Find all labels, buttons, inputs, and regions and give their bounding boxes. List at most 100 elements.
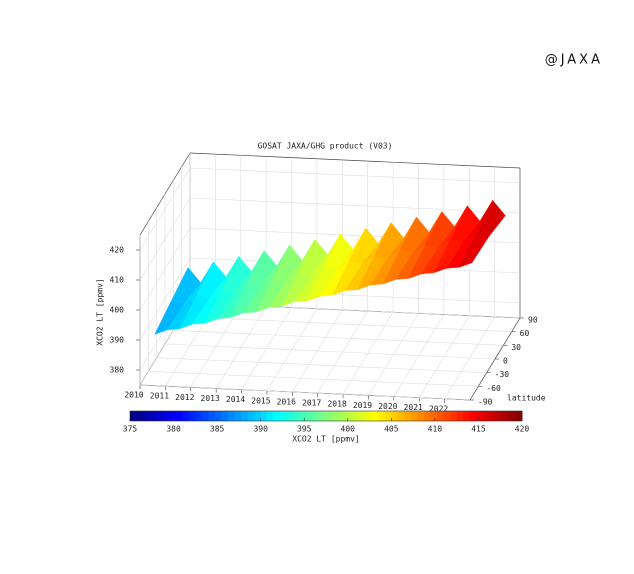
- z-tick-label: 410: [110, 276, 125, 285]
- colorbar-tick-label: 375: [123, 425, 138, 434]
- colorbar-tick-label: 415: [471, 425, 486, 434]
- colorbar-swatch: [149, 411, 157, 421]
- colorbar-swatch: [417, 411, 425, 421]
- colorbar-swatch: [384, 411, 392, 421]
- x-tick-label: 2013: [201, 394, 220, 403]
- colorbar-swatch: [430, 411, 438, 421]
- colorbar-swatch: [371, 411, 379, 421]
- x-tick-label: 2020: [378, 402, 397, 411]
- colorbar-swatch: [339, 411, 347, 421]
- z-tick-label: 390: [110, 336, 125, 345]
- colorbar-swatch: [182, 411, 190, 421]
- colorbar-frame: [129, 410, 523, 422]
- surface-patch: [458, 233, 489, 268]
- colorbar-tick-label: 420: [515, 425, 530, 434]
- colorbar-swatch: [358, 411, 366, 421]
- watermark: @JAXA: [545, 53, 603, 68]
- grid-line: [189, 167, 521, 184]
- x-tick-label: 2014: [226, 395, 245, 404]
- colorbar-swatch: [326, 411, 334, 421]
- colorbar-swatch: [476, 411, 484, 421]
- y-tick-label: -60: [486, 384, 501, 393]
- x-tick-label: 2018: [327, 400, 346, 409]
- colorbar-swatch: [332, 411, 340, 421]
- colorbar-swatch: [397, 411, 405, 421]
- grid-line: [139, 167, 191, 251]
- colorbar-swatch: [208, 411, 216, 421]
- z-axis-label: XCO2 LT [ppmv]: [96, 278, 105, 345]
- x-tick-label: 2021: [404, 403, 423, 412]
- colorbar-tick-label: 390: [253, 425, 268, 434]
- y-tick-label: 30: [511, 343, 521, 352]
- colorbar-swatch: [515, 411, 523, 421]
- colorbar-swatch: [267, 411, 275, 421]
- colorbar-swatch: [130, 411, 138, 421]
- colorbar-swatch: [312, 411, 320, 421]
- colorbar-swatch: [195, 411, 203, 421]
- colorbar-tick-label: 405: [384, 425, 399, 434]
- colorbar-swatch: [502, 411, 510, 421]
- colorbar-swatch: [175, 411, 183, 421]
- colorbar-swatch: [221, 411, 229, 421]
- colorbar-swatch: [469, 411, 477, 421]
- grid-line: [156, 357, 487, 373]
- colorbar-swatch: [489, 411, 497, 421]
- grid-line: [173, 330, 504, 346]
- colorbar-swatch: [378, 411, 386, 421]
- colorbar-tick-label: 395: [297, 425, 312, 434]
- colorbar-swatch: [254, 411, 262, 421]
- colorbar-swatch: [319, 411, 327, 421]
- colorbar-tick-label: 385: [210, 425, 225, 434]
- y-tick-label: -90: [478, 398, 493, 407]
- colorbar-swatch: [241, 411, 249, 421]
- colorbar-label: XCO2 LT [ppmv]: [292, 435, 359, 444]
- colorbar-swatch: [424, 411, 432, 421]
- colorbar-swatch: [443, 411, 451, 421]
- colorbar-swatch: [508, 411, 516, 421]
- colorbar-swatch: [162, 411, 170, 421]
- grid-line: [164, 343, 496, 360]
- colorbar-swatch: [280, 411, 288, 421]
- x-tick-label: 2012: [175, 393, 194, 402]
- colorbar-swatch: [201, 411, 209, 421]
- colorbar-swatch: [495, 411, 503, 421]
- grid-line: [148, 371, 479, 387]
- colorbar-tick-label: 380: [166, 425, 181, 434]
- y-tick-label: -30: [495, 370, 510, 379]
- y-tick-label: 0: [503, 357, 508, 366]
- z-tick-label: 400: [110, 306, 125, 315]
- colorbar-swatch: [463, 411, 471, 421]
- colorbar-swatch: [482, 411, 490, 421]
- x-tick-label: 2016: [277, 397, 296, 406]
- colorbar-swatch: [247, 411, 255, 421]
- surface-patch: [475, 199, 506, 238]
- z-tick-label: 380: [110, 366, 125, 375]
- colorbar-swatch: [345, 411, 353, 421]
- y-axis-label: latitude: [507, 394, 546, 403]
- colorbar-swatch: [169, 411, 177, 421]
- colorbar-swatch: [299, 411, 307, 421]
- colorbar-swatch: [188, 411, 196, 421]
- colorbar-swatch: [293, 411, 301, 421]
- grid-line: [139, 384, 471, 401]
- colorbar-swatch: [410, 411, 418, 421]
- x-tick-label: 2015: [251, 396, 270, 405]
- colorbar-swatch: [456, 411, 464, 421]
- colorbar-swatch: [214, 411, 222, 421]
- colorbar-swatch: [156, 411, 164, 421]
- y-tick-label: 60: [520, 329, 530, 338]
- colorbar-swatch: [391, 411, 399, 421]
- colorbar-tick-label: 410: [428, 425, 443, 434]
- z-tick-label: 420: [110, 246, 125, 255]
- x-tick-label: 2022: [429, 404, 448, 413]
- colorbar-swatch: [450, 411, 458, 421]
- x-tick-label: 2019: [353, 401, 372, 410]
- colorbar-swatch: [136, 411, 144, 421]
- grid-line: [139, 257, 191, 341]
- x-tick-label: 2017: [302, 399, 321, 408]
- colorbar-swatch: [143, 411, 151, 421]
- colorbar-swatch: [404, 411, 412, 421]
- colorbar-swatch: [365, 411, 373, 421]
- colorbar-swatch: [286, 411, 294, 421]
